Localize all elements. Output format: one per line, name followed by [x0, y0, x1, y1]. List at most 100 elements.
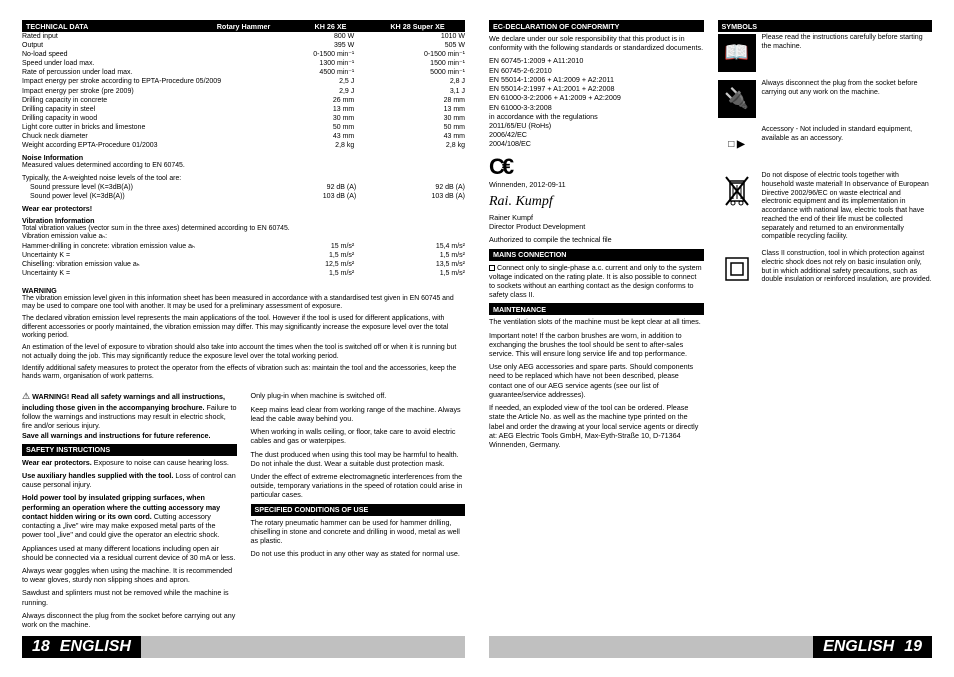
warn-p3: An estimation of the level of exposure t… [22, 344, 465, 361]
ce-mark-icon: C€ [489, 153, 704, 181]
ec-3: Winnenden, 2012-09-11 [489, 180, 704, 189]
noise-heading: Noise Information [22, 153, 465, 162]
symbol-row-2: 🔌 Always disconnect the plug from the so… [718, 80, 933, 118]
warning-triangle-icon: ⚠ [22, 391, 30, 403]
sym4-text: Do not dispose of electric tools togethe… [762, 172, 933, 242]
class2-icon [718, 250, 756, 288]
m4: If needed, an exploded view of the tool … [489, 403, 704, 449]
page-right-bar: ENGLISH 19 [813, 636, 932, 658]
wear-protectors: Wear ear protectors! [22, 204, 465, 213]
c2-3: When working in walls ceiling, or floor,… [251, 427, 466, 445]
warn-p1: The vibration emission level given in th… [22, 295, 465, 312]
mains-heading: MAINS CONNECTION [489, 249, 704, 261]
left-page: TECHNICAL DATA Rotary Hammer KH 26 XE KH… [22, 20, 465, 630]
spec-row: Rate of percussion under load max.4500 m… [22, 68, 465, 77]
spec-2: Do not use this product in any other way… [251, 549, 466, 558]
lang-left: ENGLISH [60, 637, 131, 657]
read-manual-icon: 📖 [718, 34, 756, 72]
warnbox-bold: WARNING! Read all safety warnings and al… [22, 392, 225, 412]
s1b: Exposure to noise can cause hearing loss… [92, 458, 229, 467]
noise-p2: Typically, the A-weighted noise levels o… [22, 175, 465, 183]
symbol-row-5: Class II construction, tool in which pro… [718, 250, 933, 288]
s5: Always wear goggles when using the machi… [22, 566, 237, 584]
spec-heading: SPECIFIED CONDITIONS OF USE [251, 504, 466, 516]
weee-bin-icon [718, 172, 756, 210]
tech-rows: Rated input800 W1010 WOutput395 W505 WNo… [22, 32, 465, 150]
accessory-icon: □ ▶ [718, 126, 756, 164]
spec-row: No-load speed0-1500 min⁻¹0-1500 min⁻¹ [22, 50, 465, 59]
page-left-bar: 18 ENGLISH [22, 636, 141, 658]
noise-p1: Measured values determined according to … [22, 162, 465, 170]
spec-row: Impact energy per stroke (pre 2009)2,9 J… [22, 87, 465, 96]
mains-1: Connect only to single-phase a.c. curren… [489, 263, 702, 300]
footer: 18 ENGLISH ENGLISH 19 [22, 636, 932, 658]
vib-heading: Vibration Information [22, 216, 465, 225]
col-rotary: Rotary Hammer [200, 22, 287, 31]
spec-row: Drilling capacity in concrete26 mm28 mm [22, 96, 465, 105]
lp-lower-right: Only plug-in when machine is switched of… [251, 391, 466, 633]
tech-header: TECHNICAL DATA Rotary Hammer KH 26 XE KH… [22, 20, 465, 32]
maint-heading: MAINTENANCE [489, 303, 704, 315]
warn-p4: Identify additional safety measures to p… [22, 365, 465, 382]
spec-row: Uncertainty K =1,5 m/s²1,5 m/s² [22, 269, 465, 278]
spec-row: Rated input800 W1010 W [22, 32, 465, 41]
spec-row: Sound pressure level (K=3dB(A))92 dB (A)… [30, 183, 465, 192]
spec-row: Chuck neck diameter43 mm43 mm [22, 132, 465, 141]
symbols-heading: SYMBOLS [718, 20, 933, 32]
m3: Use only AEG accessories and spare parts… [489, 362, 704, 399]
spec-1: The rotary pneumatic hammer can be used … [251, 518, 466, 546]
col-kh28: KH 28 Super XE [374, 22, 461, 31]
ec-heading: EC-DECLARATION OF CONFORMITY [489, 20, 704, 32]
warn-p2: The declared vibration emission level re… [22, 315, 465, 340]
ec-2: EN 60745-1:2009 + A11:2010 EN 60745-2-6:… [489, 56, 704, 148]
s6: Sawdust and splinters must not be remove… [22, 588, 237, 606]
spec-row: Sound power level (K=3dB(A))103 dB (A)10… [30, 192, 465, 201]
grey-bar-right [489, 636, 813, 658]
s7: Always disconnect the plug from the sock… [22, 611, 237, 629]
sym5-text: Class II construction, tool in which pro… [762, 250, 933, 285]
symbol-row-3: □ ▶ Accessory - Not included in standard… [718, 126, 933, 164]
spec-row: Hammer-drilling in concrete: vibration e… [22, 242, 465, 251]
tech-title: TECHNICAL DATA [26, 22, 200, 31]
spec-row: Output395 W505 W [22, 41, 465, 50]
page-spread: TECHNICAL DATA Rotary Hammer KH 26 XE KH… [22, 20, 932, 630]
m2: Important note! If the carbon brushes ar… [489, 331, 704, 359]
spec-row: Impact energy per stroke according to EP… [22, 77, 465, 86]
safety-heading: SAFETY INSTRUCTIONS [22, 444, 237, 456]
col-kh26: KH 26 XE [287, 22, 374, 31]
lp-lower-left: ⚠ WARNING! Read all safety warnings and … [22, 391, 237, 633]
sym2-text: Always disconnect the plug from the sock… [762, 80, 933, 98]
spec-row: Weight according EPTA-Procedure 01/20032… [22, 141, 465, 150]
c2-2: Keep mains lead clear from working range… [251, 405, 466, 423]
page-num-left: 18 [32, 637, 50, 657]
ec-1: We declare under our sole responsibility… [489, 34, 704, 52]
s2a: Use auxiliary handles supplied with the … [22, 471, 173, 480]
s1a: Wear ear protectors. [22, 458, 92, 467]
ec-5: Authorized to compile the technical file [489, 235, 704, 244]
sym3-text: Accessory - Not included in standard equ… [762, 126, 933, 144]
c2-5: Under the effect of extreme electromagne… [251, 472, 466, 500]
spec-row: Light core cutter in bricks and limeston… [22, 123, 465, 132]
class2-inline-icon [489, 265, 495, 271]
unplug-icon: 🔌 [718, 80, 756, 118]
spec-row: Chiselling: vibration emission value aₕ1… [22, 260, 465, 269]
ec-4: Rainer Kumpf Director Product Developmen… [489, 213, 704, 231]
vib-rows: Hammer-drilling in concrete: vibration e… [22, 242, 465, 278]
spec-row: Speed under load max.1300 min⁻¹1500 min⁻… [22, 59, 465, 68]
vib-p: Total vibration values (vector sum in th… [22, 225, 465, 242]
rp-col1: EC-DECLARATION OF CONFORMITY We declare … [489, 20, 704, 630]
s4: Appliances used at many different locati… [22, 544, 237, 562]
m1: The ventilation slots of the machine mus… [489, 317, 704, 326]
spec-row: Drilling capacity in steel13 mm13 mm [22, 105, 465, 114]
rp-col2: SYMBOLS 📖 Please read the instructions c… [718, 20, 933, 630]
warning-heading: WARNING [22, 286, 465, 295]
sym1-text: Please read the instructions carefully b… [762, 34, 933, 52]
warnbox3: Save all warnings and instructions for f… [22, 431, 211, 440]
lang-right: ENGLISH [823, 637, 894, 657]
symbol-row-1: 📖 Please read the instructions carefully… [718, 34, 933, 72]
grey-bar-left [141, 636, 465, 658]
page-num-right: 19 [904, 637, 922, 657]
spec-row: Drilling capacity in wood30 mm30 mm [22, 114, 465, 123]
c2-1: Only plug-in when machine is switched of… [251, 391, 466, 400]
symbol-row-4: Do not dispose of electric tools togethe… [718, 172, 933, 242]
